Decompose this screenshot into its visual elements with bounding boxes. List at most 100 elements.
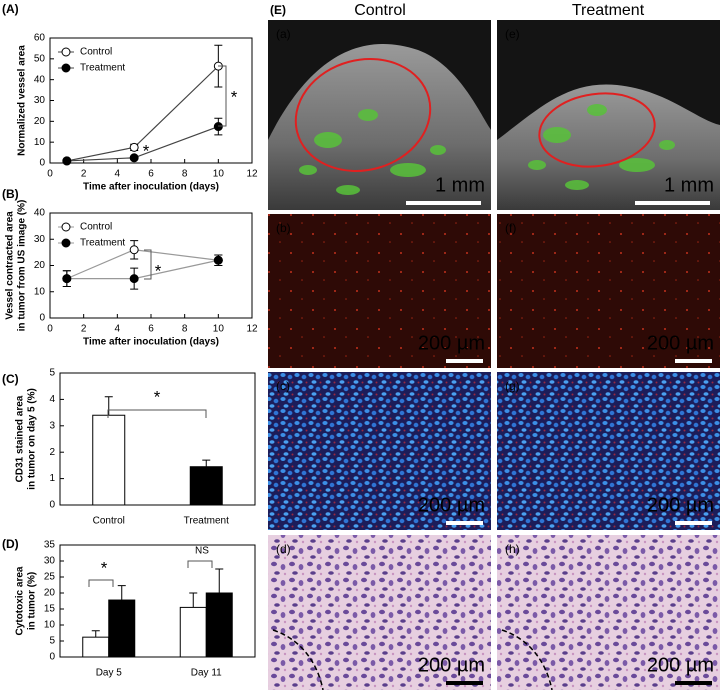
panel-label: (D) <box>2 537 19 551</box>
annotation: * <box>155 261 162 280</box>
y-axis-label: Cytotoxic area <box>15 566 26 635</box>
y-tick-label: 15 <box>44 604 56 615</box>
column-title: Control <box>354 2 406 19</box>
legend-marker <box>61 47 71 57</box>
panel-label: (a) <box>276 27 291 41</box>
doppler-signal <box>587 104 607 116</box>
x-tick-label: 6 <box>148 169 154 180</box>
significance-bracket <box>144 249 152 280</box>
y-tick-label: 5 <box>49 636 55 647</box>
plot-frame <box>59 372 256 506</box>
series-line <box>66 249 219 280</box>
image-panel: (a) 1 mm <box>268 20 491 210</box>
annotation: * <box>231 87 238 106</box>
scale-bar <box>406 201 481 205</box>
panel-label: (C) <box>2 372 19 386</box>
scale-label: 200 µm <box>647 332 714 354</box>
y-tick-label: 30 <box>34 95 46 106</box>
doppler-signal <box>314 132 342 148</box>
significance-bracket <box>88 579 114 587</box>
column-title: Treatment <box>572 2 645 19</box>
tissue <box>268 44 491 210</box>
y-tick-label: 40 <box>34 208 46 219</box>
x-tick-label: 0 <box>47 324 53 335</box>
legend-label: Treatment <box>80 238 125 249</box>
annotation: * <box>154 387 161 406</box>
y-tick-label: 4 <box>49 394 55 405</box>
y-tick-label: 35 <box>44 540 56 551</box>
y-tick-label: 0 <box>49 500 55 511</box>
scale-bar <box>675 681 712 685</box>
legend-marker <box>61 238 71 248</box>
y-tick-label: 20 <box>44 588 56 599</box>
y-tick-label: 20 <box>34 116 46 127</box>
doppler-signal <box>358 109 378 121</box>
image-panel: (f) 200 µm <box>497 214 720 368</box>
scale-bar <box>675 359 712 363</box>
data-point <box>213 122 223 132</box>
tumor-outline <box>294 58 432 172</box>
data-point <box>129 142 139 152</box>
panel-label: (h) <box>505 542 520 556</box>
x-axis-label: Time after inoculation (days) <box>83 182 219 193</box>
panel-label: (b) <box>276 221 291 235</box>
panel-label: (B) <box>2 187 19 201</box>
tumor-margin <box>272 629 324 690</box>
y-axis-label: in tumor (%) <box>27 572 38 630</box>
doppler-signal <box>565 180 589 190</box>
y-tick-label: 2 <box>49 447 55 458</box>
y-axis-label: in tumor from US image (%) <box>17 200 28 332</box>
x-tick-label: 2 <box>81 324 87 335</box>
x-tick-label: 6 <box>148 324 154 335</box>
legend-label: Control <box>80 222 112 233</box>
y-axis-label: Vessel contracted area <box>5 211 16 320</box>
y-tick-label: 60 <box>34 33 46 44</box>
image-panels: (E) Control Treatment (a) 1 mm (b) 200 µm (c) 20… <box>268 2 720 690</box>
image-panel: (g) 200 µm <box>497 372 720 530</box>
y-axis-label: in tumor on day 5 (%) <box>27 388 38 490</box>
y-axis-label: CD31 stained area <box>15 395 26 482</box>
y-tick-label: 40 <box>34 74 46 85</box>
bar <box>108 599 136 658</box>
tumor-outline <box>538 92 656 168</box>
doppler-signal <box>619 158 655 172</box>
annotation: * <box>143 141 150 160</box>
y-tick-label: 3 <box>49 420 55 431</box>
tumor-margin <box>501 629 553 690</box>
significance-bracket <box>107 409 207 418</box>
micrograph <box>268 214 491 368</box>
annotation: * <box>101 558 108 577</box>
doppler-signal <box>543 127 571 143</box>
x-axis-label: Time after inoculation (days) <box>83 337 219 348</box>
x-tick-label: 2 <box>81 169 87 180</box>
scale-label: 1 mm <box>664 174 714 196</box>
tissue <box>497 84 720 210</box>
micrograph <box>268 372 491 530</box>
image-panel: (h) 200 µm <box>497 535 720 690</box>
bar <box>82 636 110 658</box>
data-point <box>62 156 72 166</box>
panel-label: (E) <box>270 3 286 17</box>
y-tick-label: 10 <box>34 137 46 148</box>
bar <box>179 606 207 658</box>
x-tick-label: 0 <box>47 169 53 180</box>
panel-label: (c) <box>276 379 290 393</box>
scale-bar <box>635 201 710 205</box>
image-panel: (e) 1 mm <box>497 20 720 210</box>
bar <box>92 414 126 506</box>
data-point <box>129 274 139 284</box>
legend-marker <box>61 63 71 73</box>
panel-label: (f) <box>505 221 516 235</box>
x-tick-label: 4 <box>115 169 121 180</box>
image-panel: (b) 200 µm <box>268 214 491 368</box>
legend-marker <box>61 222 71 232</box>
x-tick-label: Day 11 <box>191 668 222 679</box>
x-tick-label: 10 <box>213 324 225 335</box>
data-point <box>129 245 139 255</box>
y-tick-label: 30 <box>44 556 56 567</box>
scale-bar <box>675 521 712 525</box>
doppler-signal <box>336 185 360 195</box>
y-tick-label: 25 <box>44 572 56 583</box>
data-point <box>129 153 139 163</box>
scale-bar <box>446 359 483 363</box>
